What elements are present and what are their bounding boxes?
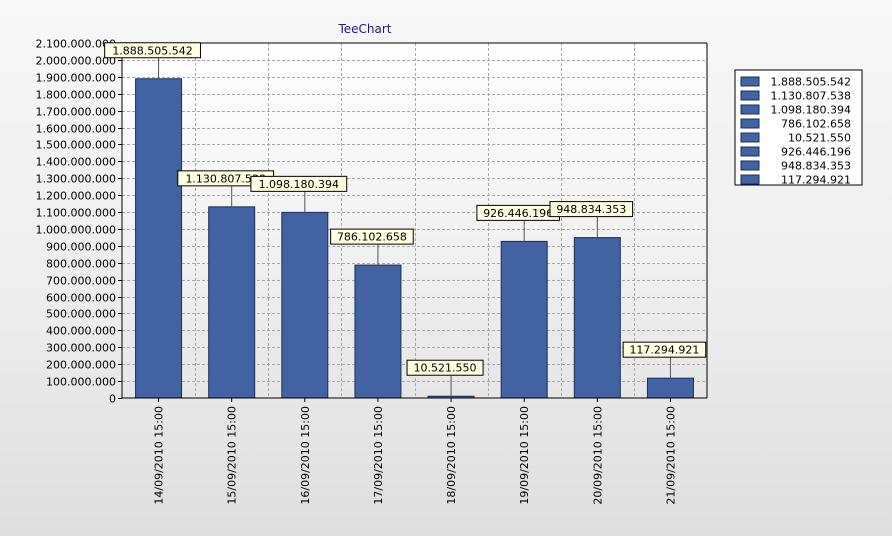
data-label: 117.294.921	[629, 344, 699, 357]
legend-swatch	[740, 174, 760, 185]
bar[interactable]	[573, 237, 621, 399]
y-tick-label: 500.000.000	[46, 308, 116, 321]
y-tick-label: 900.000.000	[46, 241, 116, 254]
data-label: 1.098.180.394	[259, 178, 339, 191]
x-tick-label: 17/09/2010 15:00	[372, 406, 385, 505]
y-tick-label: 1.000.000.000	[36, 224, 116, 237]
legend-entry: 948.834.353	[781, 160, 851, 173]
y-tick-label: 1.900.000.000	[36, 72, 116, 85]
y-tick-label: 1.500.000.000	[36, 139, 116, 152]
data-label: 948.834.353	[556, 203, 626, 216]
x-tick-label: 21/09/2010 15:00	[664, 406, 677, 505]
data-label: 786.102.658	[337, 231, 407, 244]
y-tick-label: 1.200.000.000	[36, 190, 116, 203]
y-tick-label: 400.000.000	[46, 325, 116, 338]
x-tick-label: 14/09/2010 15:00	[153, 406, 166, 505]
y-tick-label: 1.300.000.000	[36, 173, 116, 186]
x-tick-label: 19/09/2010 15:00	[518, 406, 531, 505]
x-tick-label: 18/09/2010 15:00	[445, 406, 458, 505]
data-label: 1.888.505.542	[112, 44, 192, 57]
legend[interactable]: 1.888.505.5421.130.807.5381.098.180.3947…	[734, 69, 863, 187]
y-tick-label: 2.000.000.000	[36, 55, 116, 68]
y-tick-label: 800.000.000	[46, 258, 116, 271]
y-tick-label: 700.000.000	[46, 275, 116, 288]
data-label-box	[622, 341, 707, 358]
y-tick-label: 1.400.000.000	[36, 156, 116, 169]
legend-entry: 1.098.180.394	[771, 104, 851, 117]
data-label-box	[250, 175, 348, 192]
legend-entry: 117.294.921	[781, 174, 851, 187]
y-tick-label: 1.100.000.000	[36, 207, 116, 220]
bar[interactable]	[500, 240, 548, 399]
legend-entry: 10.521.550	[788, 132, 851, 145]
legend-swatch	[740, 76, 760, 87]
legend-entry: 1.888.505.542	[771, 76, 851, 89]
y-tick-label: 1.800.000.000	[36, 89, 116, 102]
y-tick-label: 1.600.000.000	[36, 123, 116, 136]
y-tick-label: 300.000.000	[46, 342, 116, 355]
y-tick-label: 0	[109, 393, 116, 406]
legend-swatch	[740, 104, 760, 115]
y-tick-label: 2.100.000.000	[36, 38, 116, 51]
bar[interactable]	[281, 211, 329, 399]
bar[interactable]	[208, 206, 256, 399]
bars	[135, 78, 694, 399]
chart-title: TeeChart	[337, 22, 391, 36]
bar[interactable]	[135, 78, 183, 399]
data-label-box	[104, 42, 201, 59]
x-tick-label: 16/09/2010 15:00	[299, 406, 312, 505]
legend-entry: 1.130.807.538	[771, 90, 851, 103]
y-tick-label: 100.000.000	[46, 376, 116, 389]
x-tick-label: 15/09/2010 15:00	[226, 406, 239, 505]
legend-swatch	[740, 160, 760, 171]
bar[interactable]	[646, 377, 694, 399]
x-tick-label: 20/09/2010 15:00	[591, 406, 604, 505]
legend-swatch	[740, 132, 760, 143]
data-label-box	[330, 228, 414, 245]
legend-entry: 786.102.658	[781, 118, 851, 131]
y-tick-label: 1.700.000.000	[36, 106, 116, 119]
y-axis: 0 100.000.000 200.000.000 300.000.000 400.00…	[36, 38, 122, 406]
data-label: 926.446.196	[483, 207, 553, 220]
legend-swatch	[740, 90, 760, 101]
x-axis: 14/09/2010 15:00 15/09/2010 15:00 16/09/20…	[153, 398, 677, 505]
y-tick-label: 600.000.000	[46, 292, 116, 305]
data-label-box	[549, 201, 634, 218]
data-label: 1.130.807.538	[185, 172, 265, 185]
y-tick-label: 200.000.000	[46, 359, 116, 372]
legend-swatch	[740, 146, 760, 157]
data-label-box	[406, 359, 484, 376]
data-label: 10.521.550	[414, 362, 477, 375]
bar[interactable]	[354, 264, 402, 399]
legend-swatch	[740, 118, 760, 129]
legend-entry: 926.446.196	[781, 146, 851, 159]
